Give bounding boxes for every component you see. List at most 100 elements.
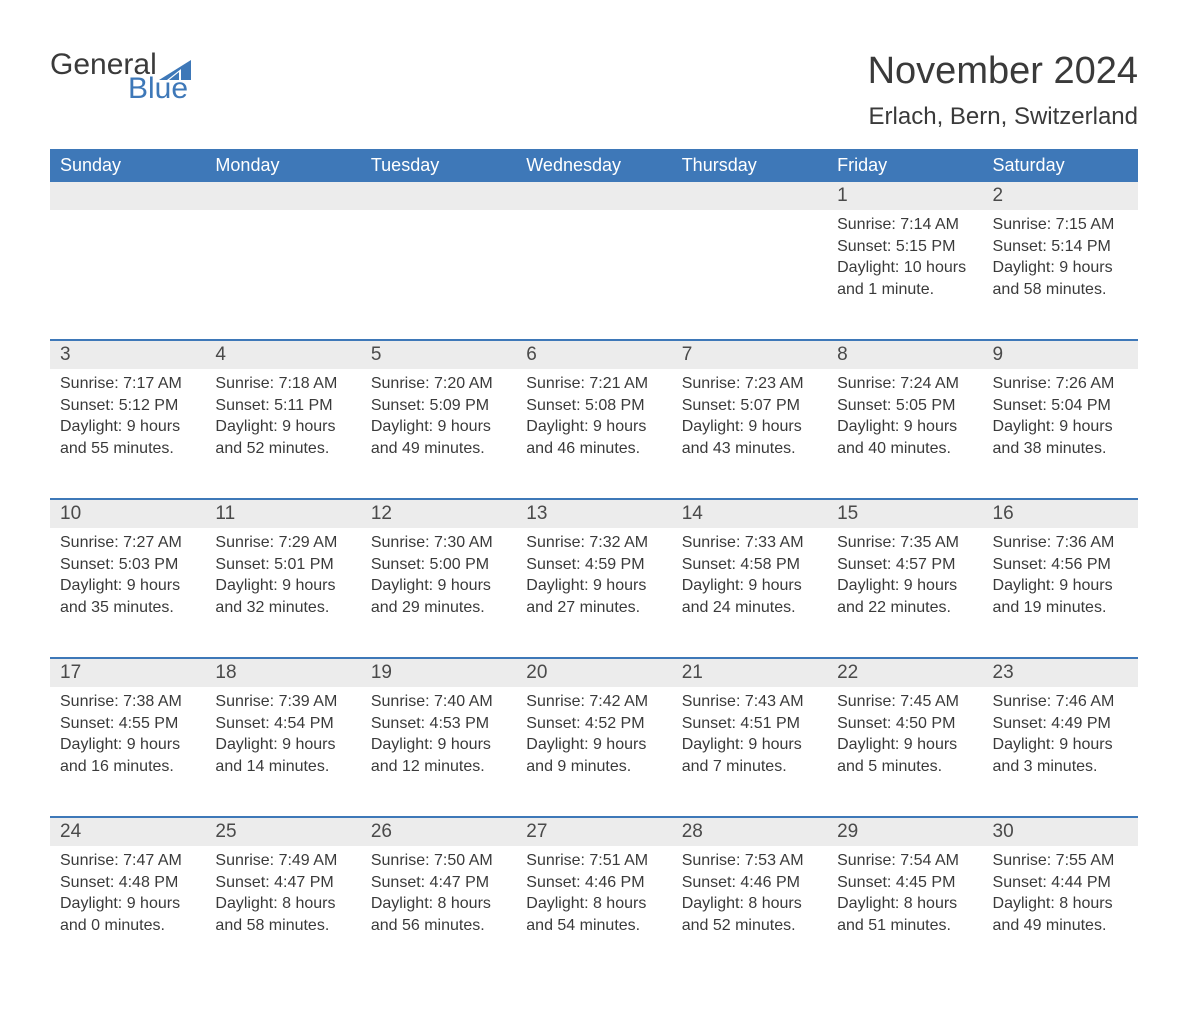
sunrise-text: Sunrise: 7:23 AM	[682, 373, 817, 395]
sunrise-text: Sunrise: 7:46 AM	[993, 691, 1128, 713]
day-info-cell: Sunrise: 7:35 AMSunset: 4:57 PMDaylight:…	[827, 528, 982, 658]
day-info-cell: Sunrise: 7:21 AMSunset: 5:08 PMDaylight:…	[516, 369, 671, 499]
sunrise-text: Sunrise: 7:24 AM	[837, 373, 972, 395]
sunrise-text: Sunrise: 7:51 AM	[526, 850, 661, 872]
sunrise-text: Sunrise: 7:33 AM	[682, 532, 817, 554]
logo-text-blue: Blue	[128, 74, 191, 104]
daylight-text: and 0 minutes.	[60, 915, 195, 937]
day-number-cell: 22	[827, 658, 982, 687]
sunset-text: Sunset: 5:03 PM	[60, 554, 195, 576]
day-number-cell: 10	[50, 499, 205, 528]
daylight-text: Daylight: 9 hours	[60, 416, 195, 438]
sunrise-text: Sunrise: 7:50 AM	[371, 850, 506, 872]
day-info-row: Sunrise: 7:38 AMSunset: 4:55 PMDaylight:…	[50, 687, 1138, 817]
daylight-text: and 12 minutes.	[371, 756, 506, 778]
col-tuesday: Tuesday	[361, 149, 516, 182]
day-info-cell	[516, 210, 671, 340]
day-number-cell: 15	[827, 499, 982, 528]
daylight-text: Daylight: 8 hours	[215, 893, 350, 915]
sunset-text: Sunset: 4:50 PM	[837, 713, 972, 735]
day-number-cell: 21	[672, 658, 827, 687]
sunset-text: Sunset: 5:12 PM	[60, 395, 195, 417]
daylight-text: and 22 minutes.	[837, 597, 972, 619]
daylight-text: and 58 minutes.	[215, 915, 350, 937]
daylight-text: Daylight: 9 hours	[60, 893, 195, 915]
day-info-cell	[361, 210, 516, 340]
sunset-text: Sunset: 5:14 PM	[993, 236, 1128, 258]
daylight-text: Daylight: 9 hours	[682, 734, 817, 756]
daylight-text: Daylight: 9 hours	[371, 416, 506, 438]
sunset-text: Sunset: 5:05 PM	[837, 395, 972, 417]
day-number-row: 12	[50, 182, 1138, 210]
daylight-text: Daylight: 9 hours	[993, 575, 1128, 597]
sunrise-text: Sunrise: 7:42 AM	[526, 691, 661, 713]
location-text: Erlach, Bern, Switzerland	[868, 103, 1138, 131]
sunset-text: Sunset: 5:09 PM	[371, 395, 506, 417]
daylight-text: Daylight: 9 hours	[60, 575, 195, 597]
daylight-text: and 52 minutes.	[215, 438, 350, 460]
day-number-cell: 16	[983, 499, 1138, 528]
day-info-cell: Sunrise: 7:17 AMSunset: 5:12 PMDaylight:…	[50, 369, 205, 499]
day-info-cell: Sunrise: 7:46 AMSunset: 4:49 PMDaylight:…	[983, 687, 1138, 817]
col-sunday: Sunday	[50, 149, 205, 182]
day-number-cell: 14	[672, 499, 827, 528]
sunset-text: Sunset: 4:58 PM	[682, 554, 817, 576]
sunset-text: Sunset: 4:48 PM	[60, 872, 195, 894]
daylight-text: and 43 minutes.	[682, 438, 817, 460]
sunrise-text: Sunrise: 7:26 AM	[993, 373, 1128, 395]
daylight-text: and 40 minutes.	[837, 438, 972, 460]
sunrise-text: Sunrise: 7:14 AM	[837, 214, 972, 236]
day-info-cell: Sunrise: 7:15 AMSunset: 5:14 PMDaylight:…	[983, 210, 1138, 340]
sunrise-text: Sunrise: 7:35 AM	[837, 532, 972, 554]
day-number-cell: 23	[983, 658, 1138, 687]
day-info-cell: Sunrise: 7:53 AMSunset: 4:46 PMDaylight:…	[672, 846, 827, 976]
day-info-cell	[50, 210, 205, 340]
sunset-text: Sunset: 4:47 PM	[215, 872, 350, 894]
daylight-text: and 32 minutes.	[215, 597, 350, 619]
day-info-row: Sunrise: 7:27 AMSunset: 5:03 PMDaylight:…	[50, 528, 1138, 658]
day-info-cell: Sunrise: 7:26 AMSunset: 5:04 PMDaylight:…	[983, 369, 1138, 499]
daylight-text: and 5 minutes.	[837, 756, 972, 778]
day-info-cell: Sunrise: 7:29 AMSunset: 5:01 PMDaylight:…	[205, 528, 360, 658]
daylight-text: Daylight: 9 hours	[215, 575, 350, 597]
day-info-cell: Sunrise: 7:20 AMSunset: 5:09 PMDaylight:…	[361, 369, 516, 499]
col-monday: Monday	[205, 149, 360, 182]
day-number-row: 24252627282930	[50, 817, 1138, 846]
daylight-text: and 9 minutes.	[526, 756, 661, 778]
daylight-text: Daylight: 9 hours	[993, 734, 1128, 756]
daylight-text: Daylight: 9 hours	[215, 416, 350, 438]
day-number-cell: 4	[205, 340, 360, 369]
calendar-table: Sunday Monday Tuesday Wednesday Thursday…	[50, 149, 1138, 976]
day-number-cell	[50, 182, 205, 210]
sunrise-text: Sunrise: 7:29 AM	[215, 532, 350, 554]
sunset-text: Sunset: 4:46 PM	[526, 872, 661, 894]
day-info-row: Sunrise: 7:17 AMSunset: 5:12 PMDaylight:…	[50, 369, 1138, 499]
col-wednesday: Wednesday	[516, 149, 671, 182]
daylight-text: Daylight: 8 hours	[526, 893, 661, 915]
sunset-text: Sunset: 4:59 PM	[526, 554, 661, 576]
day-info-cell: Sunrise: 7:40 AMSunset: 4:53 PMDaylight:…	[361, 687, 516, 817]
sunrise-text: Sunrise: 7:17 AM	[60, 373, 195, 395]
day-info-cell: Sunrise: 7:38 AMSunset: 4:55 PMDaylight:…	[50, 687, 205, 817]
sunrise-text: Sunrise: 7:39 AM	[215, 691, 350, 713]
day-number-cell: 25	[205, 817, 360, 846]
logo: General Blue	[50, 50, 191, 104]
weekday-header-row: Sunday Monday Tuesday Wednesday Thursday…	[50, 149, 1138, 182]
sunset-text: Sunset: 4:56 PM	[993, 554, 1128, 576]
sunset-text: Sunset: 4:54 PM	[215, 713, 350, 735]
sunset-text: Sunset: 5:00 PM	[371, 554, 506, 576]
sunset-text: Sunset: 4:51 PM	[682, 713, 817, 735]
day-info-cell: Sunrise: 7:45 AMSunset: 4:50 PMDaylight:…	[827, 687, 982, 817]
daylight-text: Daylight: 9 hours	[682, 416, 817, 438]
sunrise-text: Sunrise: 7:18 AM	[215, 373, 350, 395]
day-info-cell: Sunrise: 7:36 AMSunset: 4:56 PMDaylight:…	[983, 528, 1138, 658]
daylight-text: and 24 minutes.	[682, 597, 817, 619]
day-number-cell: 3	[50, 340, 205, 369]
header: General Blue November 2024 Erlach, Bern,…	[50, 50, 1138, 131]
day-number-cell: 11	[205, 499, 360, 528]
sunset-text: Sunset: 4:55 PM	[60, 713, 195, 735]
day-info-cell	[672, 210, 827, 340]
sunrise-text: Sunrise: 7:30 AM	[371, 532, 506, 554]
day-info-cell	[205, 210, 360, 340]
daylight-text: and 1 minute.	[837, 279, 972, 301]
